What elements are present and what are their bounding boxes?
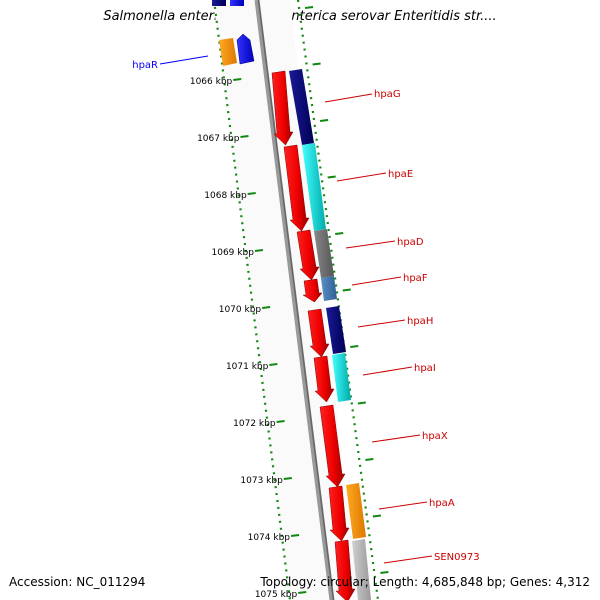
ring-tick xyxy=(365,458,374,461)
reverse-strand-genes xyxy=(271,70,356,600)
gene-label-hpaX[interactable]: hpaX xyxy=(422,431,448,442)
ring-tick xyxy=(312,62,321,66)
gene-block xyxy=(321,276,337,301)
ruler-tick xyxy=(269,363,278,366)
leader-line xyxy=(345,240,396,249)
ring-tick xyxy=(380,571,389,574)
inner-dotted-ring xyxy=(212,0,292,600)
gene-arrow xyxy=(212,0,226,6)
ruler-label: 1073 kbp xyxy=(240,476,283,486)
gene-arrow-hpaR[interactable] xyxy=(236,33,255,65)
ring-tick xyxy=(350,345,359,348)
ruler-label: 1072 kbp xyxy=(233,419,276,429)
ruler-tick xyxy=(276,420,285,423)
kbp-ruler: 1066 kbp 1067 kbp 1068 kbp 1069 kbp 1070 kbp… xyxy=(190,77,307,600)
gene-arrow-hpaG[interactable] xyxy=(271,70,294,146)
ruler-tick xyxy=(254,249,264,252)
gene-arrow-hpaX[interactable] xyxy=(319,404,346,488)
ruler-tick xyxy=(240,135,249,138)
backbone-line xyxy=(254,0,335,600)
ruler-label: 1071 kbp xyxy=(226,362,269,372)
leader-line xyxy=(371,434,421,443)
gene-block xyxy=(314,229,334,278)
gene-label-hpaI[interactable]: hpaI xyxy=(414,363,436,374)
leader-line xyxy=(357,319,406,328)
gene-arrow-hpaH[interactable] xyxy=(307,308,330,358)
gene-block xyxy=(289,69,314,145)
gene-label-hpaF[interactable]: hpaF xyxy=(403,273,428,284)
ring-tick xyxy=(372,514,381,518)
leader-line xyxy=(324,93,373,103)
leader-line xyxy=(336,172,387,182)
gene-block xyxy=(352,539,371,600)
gene-block xyxy=(326,306,346,354)
leader-line xyxy=(378,501,428,510)
leader-line xyxy=(383,555,433,564)
gene-arrow-hpaD[interactable] xyxy=(296,229,320,281)
gene-label-hpaA[interactable]: hpaA xyxy=(429,498,455,509)
ruler-tick xyxy=(298,591,307,594)
leader-line xyxy=(362,366,413,376)
gene-label-SEN0973[interactable]: SEN0973 xyxy=(434,552,480,563)
map-title: Salmonella enterica subsp. enterica sero… xyxy=(103,9,497,24)
feature-band xyxy=(213,0,358,600)
gene-block xyxy=(302,143,326,231)
ruler-label: 1066 kbp xyxy=(190,77,233,87)
ruler-label: 1067 kbp xyxy=(197,134,240,144)
gene-arrow-hpaE[interactable] xyxy=(283,144,310,232)
leader-line xyxy=(159,55,209,65)
ruler-label: 1068 kbp xyxy=(204,191,247,201)
ring-tick xyxy=(304,6,314,9)
ruler-tick xyxy=(233,78,242,81)
gene-arrow-hpaF[interactable] xyxy=(302,278,323,303)
accession-text: Accession: NC_011294 xyxy=(9,575,146,589)
gene-labels: hpaR hpaG hpaE hpaD hpaF hpaH hpaI hpaX hpaA SEN0… xyxy=(132,55,480,564)
ruler-tick xyxy=(283,477,292,480)
gene-block xyxy=(346,483,366,539)
ruler-tick xyxy=(247,192,256,195)
ruler-label: 1075 kbp xyxy=(255,590,298,600)
gene-arrow-SEN0973[interactable] xyxy=(334,539,356,600)
ruler-tick xyxy=(262,306,271,309)
ring-tick xyxy=(335,232,344,235)
leader-line xyxy=(351,276,402,286)
gene-arrow-hpaA[interactable] xyxy=(328,485,350,542)
gene-label-hpaG[interactable]: hpaG xyxy=(374,89,401,100)
gene-block xyxy=(332,353,351,402)
summary-text: Topology: circular; Length: 4,685,848 bp… xyxy=(260,575,590,589)
ruler-label: 1074 kbp xyxy=(248,533,291,543)
gene-arrow-hpaI[interactable] xyxy=(313,355,335,403)
ruler-label: 1069 kbp xyxy=(212,248,255,258)
ring-tick xyxy=(320,119,329,122)
gene-label-hpaR[interactable]: hpaR xyxy=(132,60,158,71)
ring-tick xyxy=(357,401,366,405)
ring-tick xyxy=(327,175,336,179)
gene-label-hpaD[interactable]: hpaD xyxy=(397,237,424,248)
ruler-label: 1070 kbp xyxy=(219,305,262,315)
outer-dotted-ring xyxy=(296,0,389,600)
ruler-tick xyxy=(290,534,300,537)
backbone-shade xyxy=(257,0,335,600)
gene-arrow xyxy=(219,38,237,66)
gene-label-hpaE[interactable]: hpaE xyxy=(388,169,413,180)
gene-arrow xyxy=(230,0,244,6)
gene-label-hpaH[interactable]: hpaH xyxy=(407,316,433,327)
ring-tick xyxy=(342,288,351,292)
